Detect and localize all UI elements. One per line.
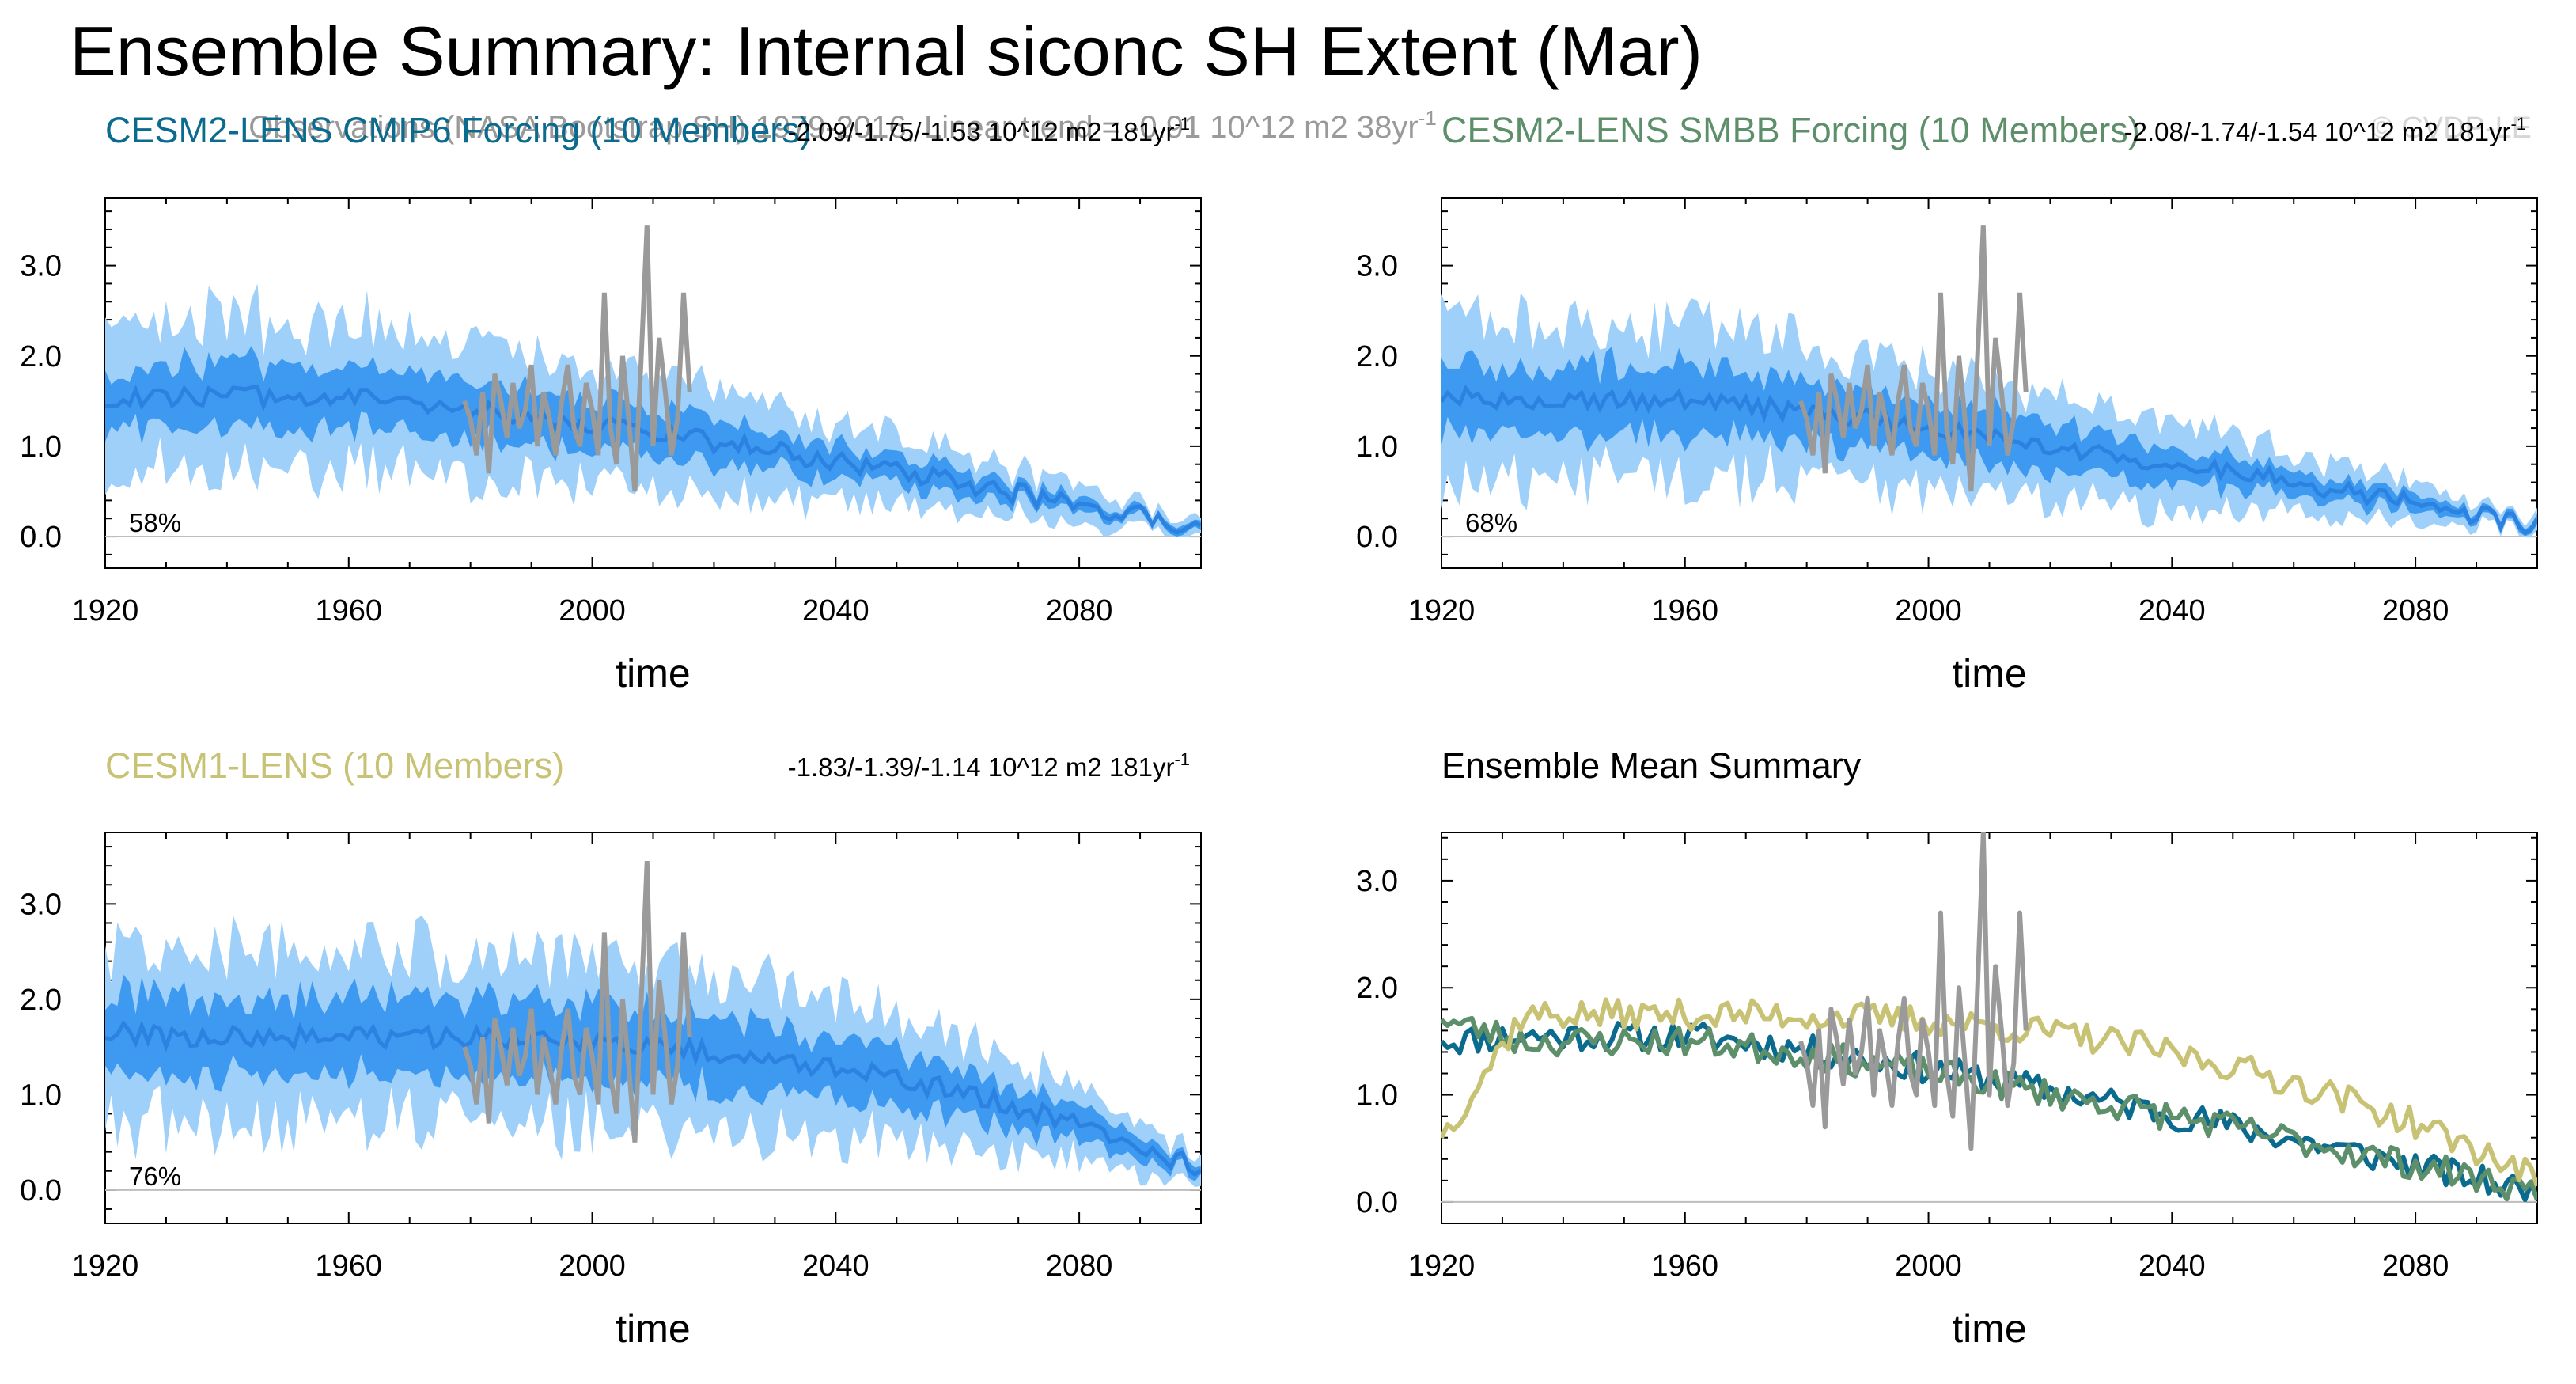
panel-cesm2-cmip6: CESM2-LENS CMIP6 Forcing (10 Members)-2.… — [20, 110, 1202, 696]
y-tick-label: 3.0 — [20, 250, 62, 283]
y-tick-label: 2.0 — [20, 340, 62, 373]
x-tick-label: 1960 — [316, 1249, 383, 1283]
observations-line — [462, 860, 692, 1143]
observations-note-exponent: -1 — [1419, 106, 1437, 130]
y-tick-label: 0.0 — [20, 1174, 62, 1208]
x-tick-label: 2040 — [802, 1249, 869, 1283]
panel-title: CESM2-LENS CMIP6 Forcing (10 Members) — [105, 110, 812, 150]
y-tick-label: 0.0 — [1356, 1186, 1398, 1219]
plot-area — [105, 225, 1201, 537]
x-tick-label: 2080 — [1046, 594, 1113, 628]
x-tick-label: 1960 — [316, 594, 383, 628]
x-tick-label: 2000 — [559, 1249, 626, 1283]
y-tick-label: 2.0 — [20, 984, 62, 1017]
observations-line — [1798, 225, 2029, 492]
plot-area — [1441, 832, 2537, 1203]
percent-label: 68% — [1465, 508, 1517, 537]
observations-line — [462, 225, 692, 492]
y-tick-label: 0.0 — [1356, 521, 1398, 554]
x-tick-label: 2000 — [1895, 594, 1962, 628]
x-tick-label: 1920 — [72, 1249, 139, 1283]
x-tick-label: 1920 — [72, 594, 139, 628]
trend-text: -2.08/-1.74/-1.54 10^12 m2 181yr — [2124, 117, 2511, 146]
x-tick-label: 2040 — [2138, 1249, 2206, 1283]
x-axis-label: time — [616, 1306, 690, 1351]
plot-area — [105, 860, 1201, 1188]
x-axis-label: time — [616, 651, 690, 696]
percent-label: 76% — [129, 1162, 181, 1191]
y-tick-label: 3.0 — [1356, 865, 1398, 898]
y-tick-label: 3.0 — [20, 888, 62, 921]
trend-label: -2.09/-1.75/-1.53 10^12 m2 181yr-1 — [788, 114, 1190, 146]
observations-note-text: Observations (NASA Bootstrap SH) 1979-20… — [248, 110, 1418, 145]
y-tick-label: 3.0 — [1356, 250, 1398, 283]
x-tick-label: 1920 — [1408, 1249, 1476, 1283]
spread-band-inner — [105, 974, 1201, 1181]
series-line-observations-nasa-bootstrap-sh- — [1798, 832, 2029, 1151]
observations-note: Observations (NASA Bootstrap SH) 1979-20… — [248, 106, 1437, 145]
y-tick-label: 1.0 — [1356, 1079, 1398, 1113]
trend-label: -1.83/-1.39/-1.14 10^12 m2 181yr-1 — [788, 749, 1190, 782]
figure-title: Ensemble Summary: Internal siconc SH Ext… — [70, 12, 1703, 90]
x-tick-label: 2080 — [2382, 594, 2449, 628]
panel-title: CESM2-LENS SMBB Forcing (10 Members) — [1441, 110, 2140, 150]
panel-ensemble-mean-summary: Ensemble Mean Summary 1920 1960 2000 2040 208… — [1356, 745, 2538, 1351]
y-tick-label: 1.0 — [20, 430, 62, 464]
trend-exponent: -1 — [1174, 114, 1190, 134]
plot-area — [1441, 225, 2537, 537]
x-axis-label: time — [1952, 651, 2026, 696]
percent-label: 58% — [129, 508, 181, 537]
x-tick-label: 2000 — [559, 594, 626, 628]
x-tick-label: 1920 — [1408, 594, 1476, 628]
x-tick-label: 1960 — [1652, 594, 1719, 628]
x-tick-label: 2080 — [2382, 1249, 2449, 1283]
y-tick-label: 1.0 — [20, 1079, 62, 1112]
x-tick-label: 1960 — [1652, 1249, 1719, 1283]
trend-exponent: -1 — [2510, 114, 2526, 134]
y-tick-label: 2.0 — [1356, 340, 1398, 373]
panel-cesm2-smbb: CESM2-LENS SMBB Forcing (10 Members)-2.0… — [1356, 110, 2538, 696]
x-tick-label: 2040 — [802, 594, 869, 628]
panel-cesm1: CESM1-LENS (10 Members) -1.83/-1.39/-1.14… — [20, 745, 1202, 1351]
trend-exponent: -1 — [1174, 749, 1190, 769]
x-tick-label: 2000 — [1895, 1249, 1962, 1283]
panel-title: CESM1-LENS (10 Members) — [105, 745, 564, 786]
trend-text: -1.83/-1.39/-1.14 10^12 m2 181yr — [788, 753, 1175, 782]
panel-title: Ensemble Mean Summary — [1441, 745, 1862, 786]
y-tick-label: 0.0 — [20, 521, 62, 554]
y-tick-label: 1.0 — [1356, 430, 1398, 464]
copyright-label: © CVDP-LE — [2371, 112, 2532, 145]
x-axis-label: time — [1952, 1306, 2026, 1351]
trend-text: -2.09/-1.75/-1.53 10^12 m2 181yr — [788, 117, 1175, 146]
trend-label: -2.08/-1.74/-1.54 10^12 m2 181yr-1 — [2124, 114, 2526, 146]
x-tick-label: 2040 — [2138, 594, 2206, 628]
x-tick-label: 2080 — [1046, 1249, 1113, 1283]
y-tick-label: 2.0 — [1356, 972, 1398, 1005]
